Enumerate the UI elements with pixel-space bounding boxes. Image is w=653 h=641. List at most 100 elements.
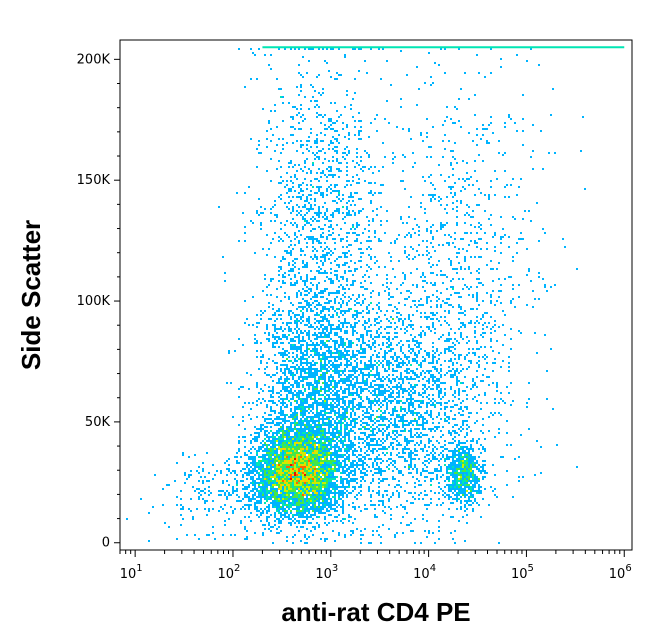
event-dot: [300, 450, 302, 452]
event-dot: [300, 362, 302, 364]
event-dot: [292, 386, 294, 388]
event-dot: [420, 440, 422, 442]
event-dot: [290, 390, 292, 392]
event-dot: [338, 470, 340, 472]
event-dot: [284, 282, 286, 284]
event-dot: [306, 482, 308, 484]
event-dot: [318, 484, 320, 486]
event-dot: [366, 424, 368, 426]
event-dot: [452, 472, 454, 474]
event-dot: [410, 386, 412, 388]
event-dot: [278, 512, 280, 514]
event-dot: [302, 438, 304, 440]
event-dot: [292, 486, 294, 488]
event-dot: [324, 400, 326, 402]
event-dot: [282, 444, 284, 446]
event-dot: [278, 498, 280, 500]
event-dot: [338, 376, 340, 378]
event-dot: [322, 464, 324, 466]
event-dot: [306, 428, 308, 430]
event-dot: [304, 376, 306, 378]
event-dot: [296, 446, 298, 448]
event-dot: [294, 328, 296, 330]
event-dot: [378, 356, 380, 358]
event-dot: [332, 436, 334, 438]
event-dot: [298, 444, 300, 446]
event-dot: [398, 390, 400, 392]
event-dot: [408, 454, 410, 456]
event-dot: [264, 462, 266, 464]
event-dot: [300, 496, 302, 498]
event-dot: [408, 382, 410, 384]
event-dot: [404, 246, 406, 248]
event-dot: [392, 378, 394, 380]
event-dot: [330, 478, 332, 480]
event-dot: [320, 316, 322, 318]
event-dot: [362, 466, 364, 468]
event-dot: [270, 294, 272, 296]
event-dot: [260, 486, 262, 488]
event-dot: [368, 428, 370, 430]
event-dot: [298, 346, 300, 348]
event-dot: [296, 434, 298, 436]
event-dot: [442, 450, 444, 452]
event-dot: [278, 380, 280, 382]
event-dot: [282, 352, 284, 354]
event-dot: [344, 320, 346, 322]
event-dot: [290, 346, 292, 348]
event-dot: [422, 280, 424, 282]
event-dot: [324, 452, 326, 454]
event-dot: [364, 422, 366, 424]
event-dot: [390, 422, 392, 424]
event-dot: [280, 408, 282, 410]
event-dot: [380, 380, 382, 382]
event-dot: [426, 536, 428, 538]
event-dot: [340, 350, 342, 352]
event-dot: [436, 448, 438, 450]
event-dot: [356, 450, 358, 452]
event-dot: [312, 426, 314, 428]
event-dot: [414, 390, 416, 392]
event-dot: [362, 372, 364, 374]
event-dot: [292, 376, 294, 378]
event-dot: [306, 450, 308, 452]
event-dot: [328, 346, 330, 348]
event-dot: [328, 462, 330, 464]
event-dot: [480, 408, 482, 410]
event-dot: [314, 392, 316, 394]
event-dot: [326, 440, 328, 442]
event-dot: [358, 492, 360, 494]
event-dot: [470, 504, 472, 506]
event-dot: [376, 426, 378, 428]
event-dot: [302, 378, 304, 380]
event-dot: [254, 484, 256, 486]
event-dot: [356, 478, 358, 480]
event-dot: [290, 410, 292, 412]
event-dot: [274, 436, 276, 438]
event-dot: [300, 478, 302, 480]
event-dot: [326, 432, 328, 434]
event-dot: [412, 338, 414, 340]
event-dot: [336, 424, 338, 426]
event-dot: [302, 498, 304, 500]
event-dot: [444, 492, 446, 494]
event-dot: [454, 486, 456, 488]
event-dot: [298, 390, 300, 392]
event-dot: [308, 536, 310, 538]
event-dot: [286, 438, 288, 440]
event-dot: [422, 418, 424, 420]
event-dot: [394, 336, 396, 338]
event-dot: [356, 366, 358, 368]
event-dot: [326, 502, 328, 504]
event-dot: [336, 392, 338, 394]
event-dot: [396, 370, 398, 372]
event-dot: [398, 392, 400, 394]
event-dot: [352, 406, 354, 408]
event-dot: [412, 372, 414, 374]
event-dot: [324, 498, 326, 500]
event-dot: [342, 504, 344, 506]
event-dot: [288, 372, 290, 374]
event-dot: [468, 458, 470, 460]
event-dot: [416, 422, 418, 424]
event-dot: [318, 332, 320, 334]
